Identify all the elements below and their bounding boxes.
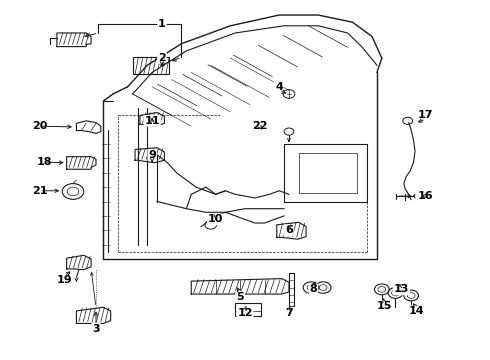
Text: 4: 4 bbox=[275, 82, 283, 92]
Text: 13: 13 bbox=[393, 284, 409, 294]
Text: 7: 7 bbox=[285, 308, 293, 318]
Text: 17: 17 bbox=[418, 111, 434, 121]
Text: 20: 20 bbox=[32, 121, 48, 131]
Text: 6: 6 bbox=[285, 225, 293, 235]
Text: 15: 15 bbox=[377, 301, 392, 311]
Text: 22: 22 bbox=[252, 121, 268, 131]
Text: 18: 18 bbox=[37, 157, 52, 167]
Text: 1: 1 bbox=[158, 19, 166, 29]
Text: 10: 10 bbox=[208, 215, 223, 224]
Text: 5: 5 bbox=[236, 292, 244, 302]
Text: 19: 19 bbox=[56, 275, 72, 285]
Text: 21: 21 bbox=[32, 186, 48, 196]
Text: 11: 11 bbox=[145, 116, 160, 126]
Text: 3: 3 bbox=[92, 324, 100, 334]
Text: 8: 8 bbox=[310, 284, 318, 294]
Text: 16: 16 bbox=[418, 191, 434, 201]
Text: 2: 2 bbox=[158, 53, 166, 63]
Text: 9: 9 bbox=[148, 150, 156, 160]
Text: 14: 14 bbox=[408, 306, 424, 316]
Text: 12: 12 bbox=[237, 308, 253, 318]
